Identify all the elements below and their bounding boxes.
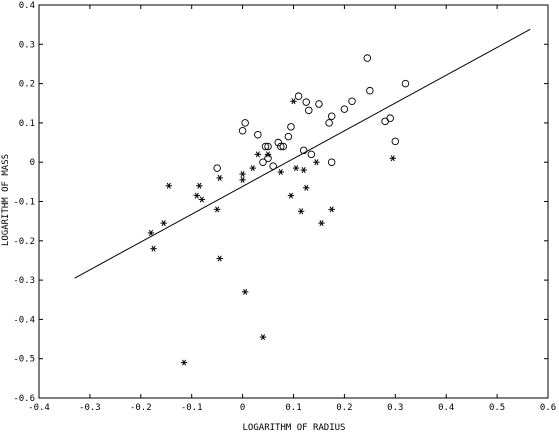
- circle-point: [294, 92, 303, 100]
- star-point: [313, 159, 320, 166]
- circle-point: [363, 54, 372, 62]
- star-point: [297, 208, 305, 215]
- star-point: [196, 182, 203, 189]
- circle-point: [307, 150, 316, 159]
- circle-point: [391, 137, 400, 146]
- circle-point: [401, 79, 410, 88]
- circle-point: [213, 164, 221, 172]
- x-tick-label: 0.4: [438, 403, 454, 413]
- circle-point: [305, 106, 313, 115]
- star-point: [147, 229, 155, 236]
- star-point: [216, 174, 223, 181]
- circle-point: [254, 130, 262, 139]
- star-point: [216, 255, 223, 262]
- x-tick-label: -0.3: [79, 403, 101, 413]
- x-tick-label: 0.5: [489, 403, 505, 413]
- data-points: [147, 54, 410, 366]
- star-point: [290, 98, 297, 105]
- circle-point: [277, 142, 285, 151]
- star-point: [318, 220, 325, 227]
- star-point: [292, 165, 300, 172]
- y-tick-label: 0: [30, 158, 35, 168]
- y-tick-label: -0.6: [13, 394, 35, 404]
- star-point: [389, 155, 396, 162]
- y-tick-label: 0.3: [19, 40, 35, 50]
- star-point: [264, 151, 272, 158]
- circle-point: [274, 138, 282, 147]
- circle-point: [279, 142, 288, 151]
- circle-point: [259, 158, 267, 166]
- star-point: [241, 288, 249, 295]
- star-point: [249, 165, 256, 172]
- x-tick-label: -0.4: [28, 403, 50, 413]
- star-point: [303, 184, 310, 191]
- y-tick-label: 0.2: [19, 80, 35, 90]
- star-point: [239, 176, 246, 183]
- y-tick-label: -0.5: [13, 355, 35, 365]
- x-tick-label: 0.1: [285, 403, 301, 413]
- x-tick-label: -0.1: [181, 403, 203, 413]
- circle-point: [238, 127, 247, 135]
- circle-point: [327, 112, 336, 120]
- circle-point: [315, 100, 323, 108]
- star-point: [277, 169, 284, 176]
- y-tick-label: -0.2: [13, 237, 35, 247]
- star-point: [193, 192, 200, 199]
- x-tick-label: 0.2: [336, 403, 352, 413]
- y-tick-label: -0.1: [13, 198, 35, 208]
- star-point: [287, 192, 295, 199]
- star-point: [150, 245, 157, 252]
- x-tick-label: 0.6: [540, 403, 556, 413]
- circle-point: [325, 119, 333, 127]
- y-axis-label: LOGARITHM OF MASS: [1, 154, 11, 246]
- circle-point: [287, 123, 295, 131]
- x-axis-label: LOGARITHM OF RADIUS: [243, 423, 346, 432]
- star-point: [239, 170, 246, 178]
- star-point: [160, 220, 167, 227]
- star-point: [165, 182, 172, 189]
- x-axis-ticks: -0.4 -0.3 -0.2 -0.1 0 0.1 0.2 0.3 0.4 0.5 0.6: [28, 5, 556, 413]
- circle-point: [327, 158, 336, 166]
- circle-point: [264, 142, 272, 151]
- y-tick-label: -0.3: [13, 276, 35, 286]
- star-point: [300, 167, 307, 174]
- x-tick-label: 0: [240, 403, 245, 413]
- y-tick-label: -0.4: [13, 315, 35, 325]
- circle-point: [366, 86, 374, 95]
- star-point: [259, 334, 267, 341]
- y-tick-label: 0.4: [19, 1, 35, 11]
- circle-point: [284, 132, 293, 141]
- plot-area: [38, 4, 549, 399]
- star-point: [254, 151, 262, 158]
- circle-point: [340, 105, 349, 113]
- x-tick-label: -0.2: [130, 403, 152, 413]
- circle-point: [269, 162, 277, 170]
- circle-point: [386, 114, 394, 122]
- circle-point: [348, 97, 356, 106]
- circle-point: [261, 142, 270, 151]
- circle-point: [264, 154, 272, 163]
- star-point: [180, 359, 188, 366]
- star-point: [213, 206, 221, 213]
- y-axis-ticks: -0.6 -0.5 -0.4 -0.3 -0.2 -0.1 0 0.1 0.2 0.3 0.4: [13, 1, 548, 404]
- star-point: [198, 196, 206, 203]
- x-tick-label: 0.3: [387, 403, 403, 413]
- circle-point: [241, 119, 249, 127]
- circle-point: [299, 146, 308, 155]
- y-tick-label: 0.1: [19, 119, 35, 129]
- circle-point: [302, 98, 310, 106]
- star-point: [328, 206, 335, 213]
